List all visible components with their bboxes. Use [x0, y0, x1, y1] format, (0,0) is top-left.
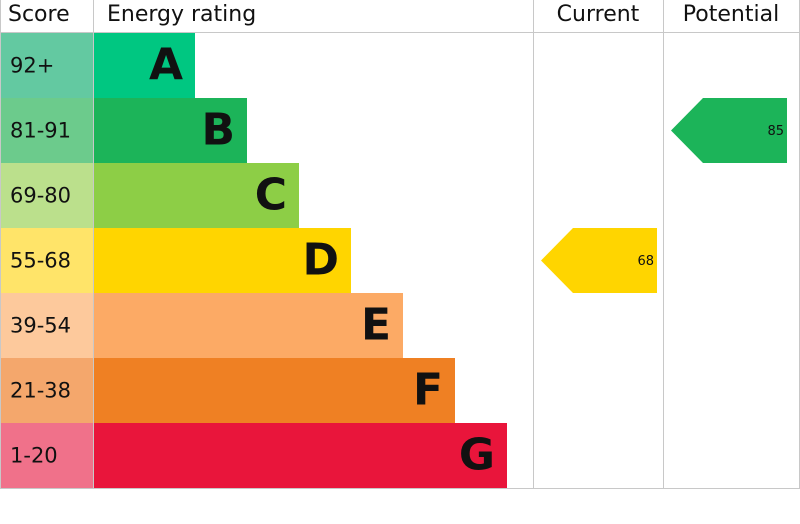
- score-cell: [0, 423, 93, 488]
- rating-bar: [94, 33, 195, 98]
- header-rating: Energy rating: [107, 2, 256, 27]
- score-label: 21-38: [10, 379, 71, 403]
- score-label: 55-68: [10, 249, 71, 273]
- score-label: 92+: [10, 54, 54, 78]
- rating-bar: [94, 293, 403, 358]
- header-score: Score: [8, 2, 70, 27]
- score-label: 1-20: [10, 444, 58, 468]
- rating-letter: D: [302, 235, 339, 286]
- rating-bar: [94, 98, 247, 163]
- rating-letter: C: [255, 170, 287, 221]
- rating-letter: F: [413, 365, 443, 416]
- rating-letter: A: [149, 40, 183, 91]
- header-current: Current: [557, 2, 640, 27]
- score-label: 69-80: [10, 184, 71, 208]
- rating-letter: B: [201, 105, 235, 156]
- rating-bar: [94, 423, 507, 488]
- arrow-value: 85: [767, 124, 784, 139]
- header-potential: Potential: [683, 2, 779, 27]
- score-cell: [0, 228, 93, 293]
- score-cell: [0, 293, 93, 358]
- rating-arrow: [541, 228, 657, 293]
- score-cell: [0, 163, 93, 228]
- rating-letter: G: [459, 430, 495, 481]
- score-label: 81-91: [10, 119, 71, 143]
- rating-arrow: [671, 98, 787, 163]
- score-cell: [0, 33, 93, 98]
- score-cell: [0, 358, 93, 423]
- score-cell: [0, 98, 93, 163]
- rating-bar: [94, 358, 455, 423]
- score-label: 39-54: [10, 314, 71, 338]
- rating-bar: [94, 228, 351, 293]
- rating-letter: E: [361, 300, 391, 351]
- arrow-value: 68: [637, 254, 654, 269]
- rating-bar: [94, 163, 299, 228]
